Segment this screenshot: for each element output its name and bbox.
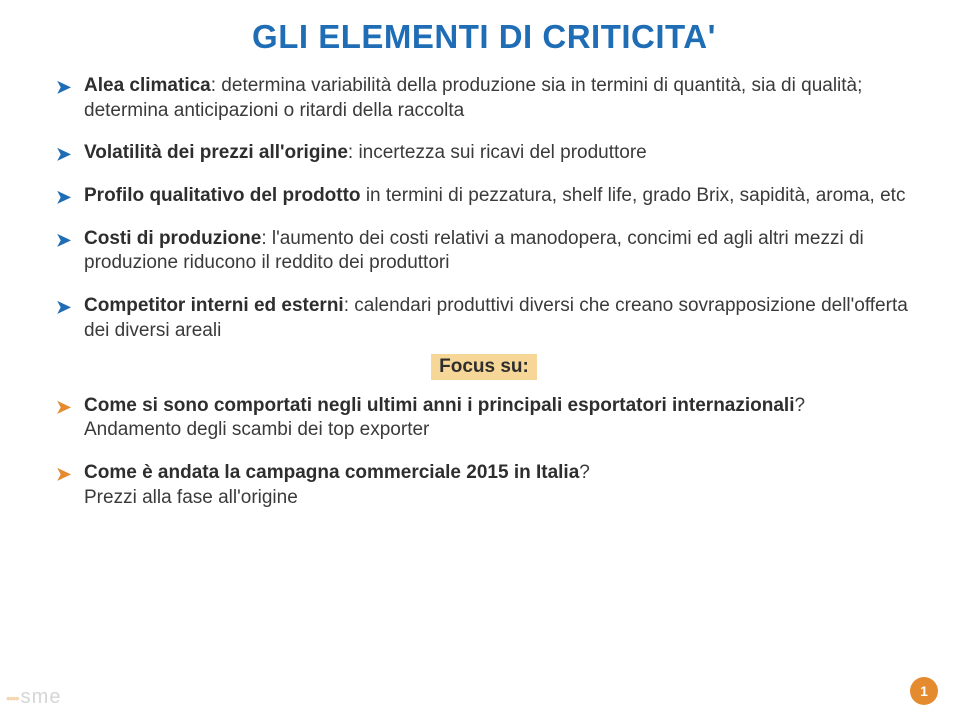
bullet-item: ➤ Competitor interni ed esterni: calenda…: [56, 294, 912, 343]
focus-wrap: Focus su:: [56, 354, 912, 380]
chevron-right-icon: ➤: [56, 296, 71, 319]
chevron-right-icon: ➤: [56, 396, 71, 419]
question-lead: Come si sono comportati negli ultimi ann…: [84, 395, 794, 416]
page-number: 1: [920, 683, 928, 699]
question-follow: Prezzi alla fase all'origine: [84, 487, 298, 508]
slide-title: GLI ELEMENTI DI CRITICITA': [56, 18, 912, 56]
bullet-lead: Volatilità dei prezzi all'origine: [84, 142, 348, 163]
chevron-right-icon: ➤: [56, 463, 71, 486]
bullet-item: ➤ Alea climatica: determina variabilità …: [56, 74, 912, 123]
logo-watermark: •••• sme: [6, 686, 61, 709]
bullet-rest: in termini di pezzatura, shelf life, gra…: [361, 185, 906, 206]
bullet-rest: : incertezza sui ricavi del produttore: [348, 142, 647, 163]
question-item: ➤ Come è andata la campagna commerciale …: [56, 461, 912, 510]
question-item: ➤ Come si sono comportati negli ultimi a…: [56, 394, 912, 443]
logo-dots-icon: ••••: [6, 690, 18, 706]
slide-root: GLI ELEMENTI DI CRITICITA' ➤ Alea climat…: [0, 0, 960, 719]
chevron-right-icon: ➤: [56, 143, 71, 166]
question-mark: ?: [579, 462, 590, 483]
bullet-lead: Competitor interni ed esterni: [84, 295, 344, 316]
question-lead: Come è andata la campagna commerciale 20…: [84, 462, 579, 483]
page-number-badge: 1: [910, 677, 938, 705]
bullet-list: ➤ Alea climatica: determina variabilità …: [56, 74, 912, 344]
bullet-lead: Costi di produzione: [84, 228, 261, 249]
question-mark: ?: [794, 395, 805, 416]
question-list: ➤ Come si sono comportati negli ultimi a…: [56, 394, 912, 511]
chevron-right-icon: ➤: [56, 186, 71, 209]
bullet-item: ➤ Costi di produzione: l'aumento dei cos…: [56, 227, 912, 276]
chevron-right-icon: ➤: [56, 229, 71, 252]
bullet-item: ➤ Volatilità dei prezzi all'origine: inc…: [56, 141, 912, 166]
focus-label: Focus su:: [431, 354, 537, 380]
bullet-item: ➤ Profilo qualitativo del prodotto in te…: [56, 184, 912, 209]
bullet-lead: Profilo qualitativo del prodotto: [84, 185, 361, 206]
bullet-lead: Alea climatica: [84, 75, 211, 96]
question-follow: Andamento degli scambi dei top exporter: [84, 419, 429, 440]
chevron-right-icon: ➤: [56, 76, 71, 99]
logo-brand: sme: [21, 686, 62, 708]
